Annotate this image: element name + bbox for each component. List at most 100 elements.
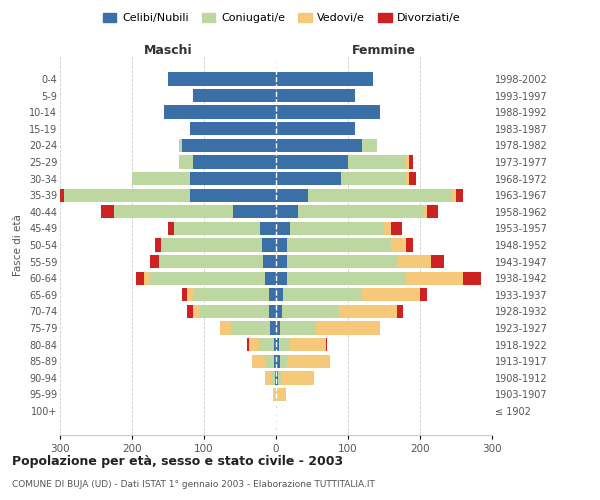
Bar xyxy=(276,89,355,102)
Bar xyxy=(283,288,362,302)
Bar xyxy=(276,255,287,268)
Bar xyxy=(64,188,190,202)
Bar xyxy=(287,238,391,252)
Bar xyxy=(276,222,290,235)
Bar xyxy=(161,238,262,252)
Bar xyxy=(265,354,274,368)
Bar xyxy=(187,305,193,318)
Bar xyxy=(409,156,413,168)
Bar xyxy=(348,156,406,168)
Bar xyxy=(391,222,402,235)
Bar xyxy=(182,288,187,302)
Bar xyxy=(398,255,431,268)
Bar xyxy=(277,388,286,401)
Bar xyxy=(276,322,280,334)
Bar xyxy=(280,354,287,368)
Bar xyxy=(276,72,373,86)
Bar xyxy=(274,338,276,351)
Bar xyxy=(260,222,276,235)
Bar xyxy=(276,305,282,318)
Bar xyxy=(316,322,380,334)
Bar xyxy=(158,255,263,268)
Bar xyxy=(406,156,409,168)
Y-axis label: Fasce di età: Fasce di età xyxy=(13,214,23,276)
Bar xyxy=(179,156,193,168)
Bar xyxy=(230,322,270,334)
Bar xyxy=(397,305,403,318)
Bar xyxy=(276,354,280,368)
Bar xyxy=(270,322,276,334)
Bar xyxy=(190,172,276,185)
Bar xyxy=(384,222,391,235)
Bar xyxy=(274,354,276,368)
Bar xyxy=(144,272,150,285)
Bar xyxy=(101,205,114,218)
Bar xyxy=(136,272,144,285)
Bar xyxy=(193,156,276,168)
Text: Femmine: Femmine xyxy=(352,44,416,58)
Bar xyxy=(456,188,463,202)
Bar xyxy=(276,172,341,185)
Bar xyxy=(276,272,287,285)
Bar xyxy=(362,138,377,152)
Bar xyxy=(150,272,265,285)
Bar xyxy=(190,122,276,136)
Bar xyxy=(308,188,452,202)
Bar xyxy=(452,188,456,202)
Bar xyxy=(155,238,161,252)
Bar xyxy=(200,305,269,318)
Bar xyxy=(424,205,427,218)
Bar xyxy=(276,156,348,168)
Bar xyxy=(406,238,413,252)
Bar xyxy=(275,371,276,384)
Bar xyxy=(409,172,416,185)
Bar xyxy=(287,354,330,368)
Bar xyxy=(420,288,427,302)
Bar xyxy=(463,272,481,285)
Bar xyxy=(269,288,276,302)
Bar xyxy=(233,205,276,218)
Bar xyxy=(193,89,276,102)
Bar xyxy=(326,338,327,351)
Bar xyxy=(290,222,384,235)
Bar xyxy=(193,305,200,318)
Bar xyxy=(276,388,277,401)
Bar xyxy=(168,72,276,86)
Bar xyxy=(168,222,174,235)
Bar xyxy=(276,338,279,351)
Bar xyxy=(431,255,444,268)
Bar xyxy=(263,255,276,268)
Bar xyxy=(276,205,298,218)
Bar xyxy=(427,205,438,218)
Bar xyxy=(290,338,326,351)
Bar xyxy=(276,288,283,302)
Bar xyxy=(252,354,265,368)
Text: Popolazione per età, sesso e stato civile - 2003: Popolazione per età, sesso e stato civil… xyxy=(12,455,343,468)
Bar xyxy=(276,188,308,202)
Bar xyxy=(406,272,463,285)
Bar xyxy=(279,338,290,351)
Legend: Celibi/Nubili, Coniugati/e, Vedovi/e, Divorziati/e: Celibi/Nubili, Coniugati/e, Vedovi/e, Di… xyxy=(99,8,465,28)
Bar xyxy=(406,172,409,185)
Bar xyxy=(275,388,276,401)
Bar xyxy=(182,138,276,152)
Bar xyxy=(150,255,158,268)
Bar xyxy=(190,188,276,202)
Bar xyxy=(340,305,397,318)
Bar xyxy=(179,138,182,152)
Bar xyxy=(265,272,276,285)
Bar xyxy=(391,238,406,252)
Bar xyxy=(265,371,271,384)
Bar xyxy=(193,288,269,302)
Bar xyxy=(271,371,275,384)
Bar xyxy=(341,172,406,185)
Text: Maschi: Maschi xyxy=(143,44,193,58)
Bar xyxy=(282,371,314,384)
Bar xyxy=(287,272,406,285)
Bar xyxy=(259,338,274,351)
Bar xyxy=(280,322,316,334)
Bar xyxy=(132,172,190,185)
Bar xyxy=(248,338,259,351)
Bar xyxy=(282,305,340,318)
Bar xyxy=(287,255,398,268)
